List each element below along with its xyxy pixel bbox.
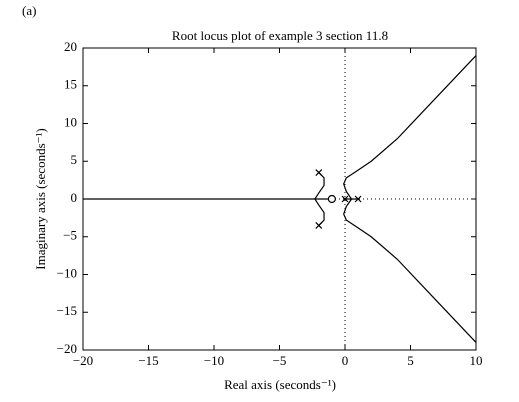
- y-tick-label: −10: [57, 265, 77, 280]
- y-tick-label: 0: [71, 190, 78, 205]
- y-tick-label: −5: [63, 228, 77, 243]
- locus-branch: [343, 198, 477, 343]
- panel-label: (a): [22, 3, 36, 18]
- pole-marker: [315, 222, 323, 229]
- y-tick-label: −20: [57, 341, 77, 356]
- x-tick-label: −20: [73, 353, 93, 368]
- pole-marker: [341, 195, 349, 203]
- x-tick-label: 5: [407, 353, 414, 368]
- y-axis-label: Imaginary axis (seconds⁻¹): [33, 128, 48, 269]
- x-axis-label: Real axis (seconds⁻¹): [224, 377, 336, 392]
- x-tick-label: 10: [470, 353, 483, 368]
- locus-branch: [83, 172, 325, 200]
- locus-branch: [313, 198, 332, 226]
- x-tick-label: −15: [138, 353, 158, 368]
- x-tick-label: −10: [204, 353, 224, 368]
- y-tick-label: −15: [57, 303, 77, 318]
- pole-marker: [315, 169, 323, 176]
- chart-title: Root locus plot of example 3 section 11.…: [172, 28, 388, 43]
- locus-branch: [343, 55, 477, 200]
- y-tick-label: 15: [64, 77, 77, 92]
- pole-marker: [354, 195, 362, 203]
- y-tick-label: 20: [64, 39, 77, 54]
- y-tick-label: 10: [64, 114, 77, 129]
- x-tick-label: −5: [273, 353, 287, 368]
- x-tick-label: 0: [342, 353, 349, 368]
- y-tick-label: 5: [71, 152, 78, 167]
- zero-marker: [327, 194, 336, 204]
